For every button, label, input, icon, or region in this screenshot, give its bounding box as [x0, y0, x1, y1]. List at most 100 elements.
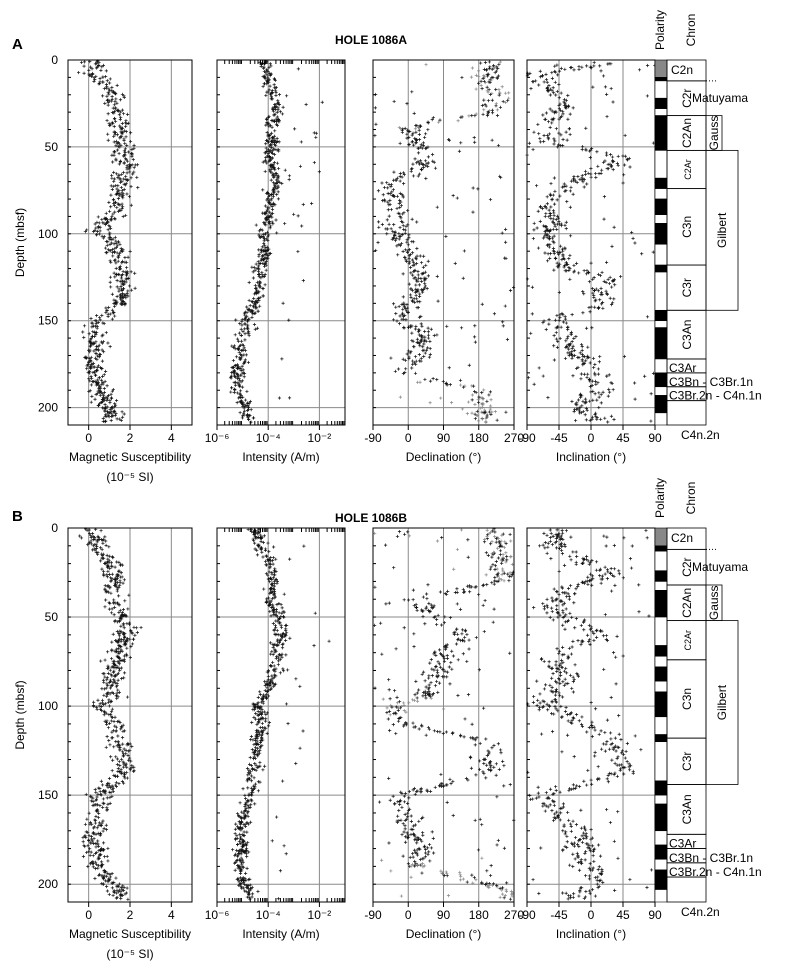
- data-point: [101, 321, 105, 325]
- data-point: [129, 203, 133, 207]
- data-point: [430, 830, 434, 834]
- data-point: [472, 135, 476, 140]
- data-point: [106, 228, 110, 232]
- data-point: [114, 729, 118, 733]
- data-point: [376, 220, 381, 224]
- data-point: [603, 416, 607, 420]
- data-point: [243, 332, 247, 336]
- data-point: [121, 581, 125, 585]
- data-point: [493, 579, 497, 583]
- data-point: [409, 827, 413, 831]
- data-point: [268, 84, 272, 88]
- data-point: [91, 865, 95, 869]
- data-point: [136, 186, 140, 190]
- data-point: [92, 370, 97, 374]
- data-point: [119, 897, 123, 901]
- data-point: [252, 715, 256, 719]
- data-point: [601, 74, 606, 78]
- data-point: [119, 126, 123, 130]
- data-point: [263, 204, 268, 208]
- x-tick-label: 0: [405, 431, 412, 445]
- data-point: [551, 227, 555, 231]
- data-point: [435, 622, 439, 627]
- data-point: [545, 202, 550, 206]
- data-point: [412, 111, 416, 115]
- data-point: [573, 418, 578, 423]
- data-point: [244, 871, 248, 875]
- data-point: [434, 665, 438, 669]
- data-point: [423, 329, 427, 334]
- data-point: [591, 389, 595, 393]
- subplot-frame: [216, 527, 346, 903]
- data-point: [495, 418, 499, 422]
- data-point: [126, 294, 130, 298]
- data-point: [599, 393, 603, 397]
- data-point: [552, 176, 557, 180]
- data-point: [545, 80, 549, 84]
- data-point: [83, 822, 88, 826]
- data-point: [249, 734, 254, 739]
- x-axis-label: Magnetic Susceptibility: [69, 450, 191, 464]
- data-point: [537, 366, 541, 370]
- data-point: [419, 356, 423, 360]
- data-point: [108, 248, 112, 253]
- data-point: [118, 160, 122, 164]
- data-point: [103, 379, 107, 384]
- data-point: [447, 665, 451, 669]
- data-point: [107, 892, 111, 897]
- data-point: [401, 224, 405, 228]
- data-point: [426, 333, 431, 337]
- data-point: [105, 889, 110, 893]
- data-point: [501, 759, 505, 763]
- data-point: [392, 170, 396, 174]
- data-point: [542, 139, 546, 144]
- data-point: [287, 396, 292, 400]
- data-point: [124, 752, 128, 756]
- data-point: [116, 240, 121, 244]
- data-point: [115, 272, 119, 276]
- hole-title: HOLE 1086A: [335, 33, 407, 47]
- data-point: [118, 117, 122, 122]
- data-point: [272, 664, 276, 668]
- data-point: [110, 640, 114, 644]
- data-point: [115, 101, 119, 105]
- data-point: [96, 866, 100, 870]
- data-point: [599, 290, 604, 295]
- data-point: [552, 213, 556, 218]
- data-point: [616, 154, 620, 158]
- data-point: [276, 663, 280, 667]
- data-point: [261, 232, 265, 236]
- data-point: [476, 69, 481, 73]
- data-point: [398, 205, 402, 210]
- data-point: [127, 194, 132, 199]
- data-point: [538, 140, 543, 144]
- data-point: [500, 567, 505, 571]
- data-point: [94, 373, 98, 378]
- data-point: [92, 75, 96, 80]
- data-point: [269, 131, 274, 135]
- data-point: [99, 378, 104, 382]
- depth-tick-label: 50: [45, 140, 59, 154]
- data-point: [312, 160, 316, 165]
- data-point: [101, 841, 106, 845]
- data-point: [559, 133, 563, 137]
- data-point: [607, 281, 611, 286]
- data-point: [113, 275, 117, 279]
- data-point: [597, 360, 601, 364]
- data-point: [459, 326, 464, 330]
- data-point: [266, 674, 270, 678]
- data-point: [113, 605, 117, 609]
- data-point: [106, 90, 110, 95]
- data-point: [97, 355, 101, 359]
- data-point: [564, 184, 568, 188]
- data-point: [125, 143, 129, 147]
- data-point: [461, 276, 465, 280]
- data-point: [234, 822, 238, 826]
- data-point: [88, 366, 93, 370]
- data-point: [112, 719, 116, 724]
- data-point: [92, 700, 96, 704]
- data-point: [271, 559, 275, 563]
- data-point: [271, 660, 275, 665]
- data-point: [436, 613, 440, 617]
